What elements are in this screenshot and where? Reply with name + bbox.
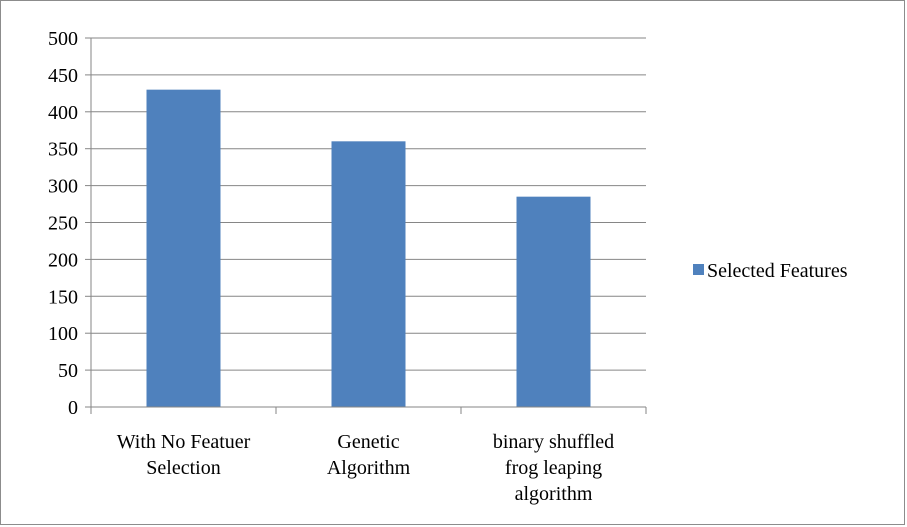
y-tick-label: 500 [48, 28, 78, 50]
y-tick-label: 250 [48, 213, 78, 235]
y-tick-label: 350 [48, 139, 78, 161]
bar [146, 89, 221, 407]
x-category-label: Algorithm [327, 457, 411, 479]
x-category-label: binary shuffled [493, 431, 614, 453]
y-tick-label: 300 [48, 176, 78, 198]
bar [516, 196, 591, 407]
x-axis-category-labels: With No Featuer Selection Genetic Algorithm… [117, 431, 614, 505]
y-tick-label: 100 [48, 323, 78, 345]
bars [146, 89, 591, 407]
y-tick-label: 200 [48, 249, 78, 271]
y-axis-tick-labels: 0 50 100 150 200 250 300 350 400 450 500 [48, 28, 78, 419]
legend: Selected Features [693, 260, 848, 282]
y-tick-label: 0 [68, 397, 78, 419]
x-category-label: frog leaping [505, 457, 602, 479]
y-tick-label: 150 [48, 286, 78, 308]
legend-label: Selected Features [707, 260, 848, 282]
legend-swatch [693, 264, 704, 275]
y-tick-label: 400 [48, 102, 78, 124]
y-tick-label: 50 [58, 360, 78, 382]
x-category-label: algorithm [515, 483, 593, 505]
x-category-label: With No Featuer [117, 431, 251, 453]
bar [331, 141, 406, 407]
x-category-label: Selection [146, 457, 220, 479]
axes [85, 37, 647, 414]
y-tick-label: 450 [48, 65, 78, 87]
x-category-label: Genetic [337, 431, 399, 453]
